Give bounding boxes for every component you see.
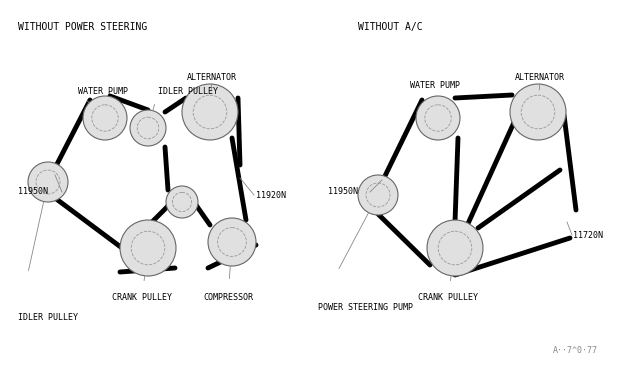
Text: 11950N: 11950N: [328, 187, 358, 196]
Circle shape: [427, 220, 483, 276]
Text: WATER PUMP: WATER PUMP: [410, 80, 460, 90]
Circle shape: [83, 96, 127, 140]
Circle shape: [130, 110, 166, 146]
Text: CRANK PULLEY: CRANK PULLEY: [418, 294, 478, 302]
Text: WATER PUMP: WATER PUMP: [78, 87, 128, 96]
Text: IDLER PULLEY: IDLER PULLEY: [158, 87, 218, 96]
Text: 11950N: 11950N: [18, 187, 48, 196]
Text: CRANK PULLEY: CRANK PULLEY: [112, 294, 172, 302]
Circle shape: [358, 175, 398, 215]
Text: WITHOUT A/C: WITHOUT A/C: [358, 22, 422, 32]
Text: POWER STEERING PUMP: POWER STEERING PUMP: [318, 304, 413, 312]
Text: IDLER PULLEY: IDLER PULLEY: [18, 314, 78, 323]
Circle shape: [166, 186, 198, 218]
Text: WITHOUT POWER STEERING: WITHOUT POWER STEERING: [18, 22, 147, 32]
Circle shape: [120, 220, 176, 276]
Circle shape: [510, 84, 566, 140]
Text: 11920N: 11920N: [256, 190, 286, 199]
Text: ALTERNATOR: ALTERNATOR: [187, 74, 237, 83]
Circle shape: [416, 96, 460, 140]
Text: 11720N: 11720N: [573, 231, 603, 240]
Text: A··7^0·77: A··7^0·77: [553, 346, 598, 355]
Circle shape: [28, 162, 68, 202]
Text: COMPRESSOR: COMPRESSOR: [203, 294, 253, 302]
Circle shape: [208, 218, 256, 266]
Text: ALTERNATOR: ALTERNATOR: [515, 74, 565, 83]
Circle shape: [182, 84, 238, 140]
